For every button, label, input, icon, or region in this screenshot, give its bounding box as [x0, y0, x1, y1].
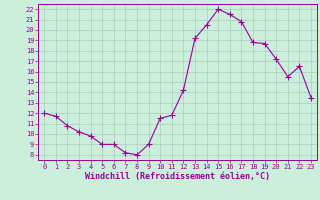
X-axis label: Windchill (Refroidissement éolien,°C): Windchill (Refroidissement éolien,°C) [85, 172, 270, 181]
